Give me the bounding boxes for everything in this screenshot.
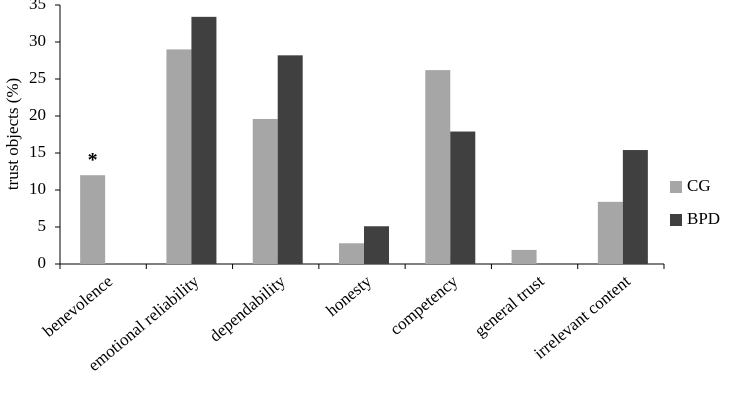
bar [450, 131, 476, 264]
y-tick-label: 30 [29, 31, 46, 50]
legend-swatch [670, 214, 682, 226]
legend-label: BPD [687, 209, 720, 228]
x-tick-label: honesty [322, 271, 375, 320]
bar [191, 16, 217, 265]
bar [80, 175, 106, 264]
y-tick-label: 10 [29, 179, 46, 198]
bar [622, 150, 648, 264]
legend-label: CG [687, 176, 711, 195]
y-axis-label: trust objects (%) [3, 78, 22, 190]
x-tick-label: general trust [471, 271, 548, 340]
bar [364, 226, 389, 264]
x-tick-label: competency [386, 271, 462, 339]
bar [425, 70, 451, 265]
legend-swatch [670, 181, 682, 193]
y-tick-label: 35 [29, 0, 46, 13]
bar [252, 118, 278, 265]
bar [511, 249, 537, 264]
y-tick-label: 5 [38, 216, 47, 235]
y-tick-label: 15 [29, 142, 46, 161]
y-tick-label: 25 [29, 68, 46, 87]
bar [597, 201, 623, 264]
bar [166, 49, 192, 265]
annotation: * [88, 149, 98, 171]
bar [277, 55, 303, 264]
x-tick-label: benevolence [39, 272, 116, 341]
y-tick-label: 0 [38, 253, 47, 272]
x-tick-label: dependability [206, 271, 289, 345]
bar [339, 243, 364, 264]
y-tick-label: 20 [29, 105, 46, 124]
